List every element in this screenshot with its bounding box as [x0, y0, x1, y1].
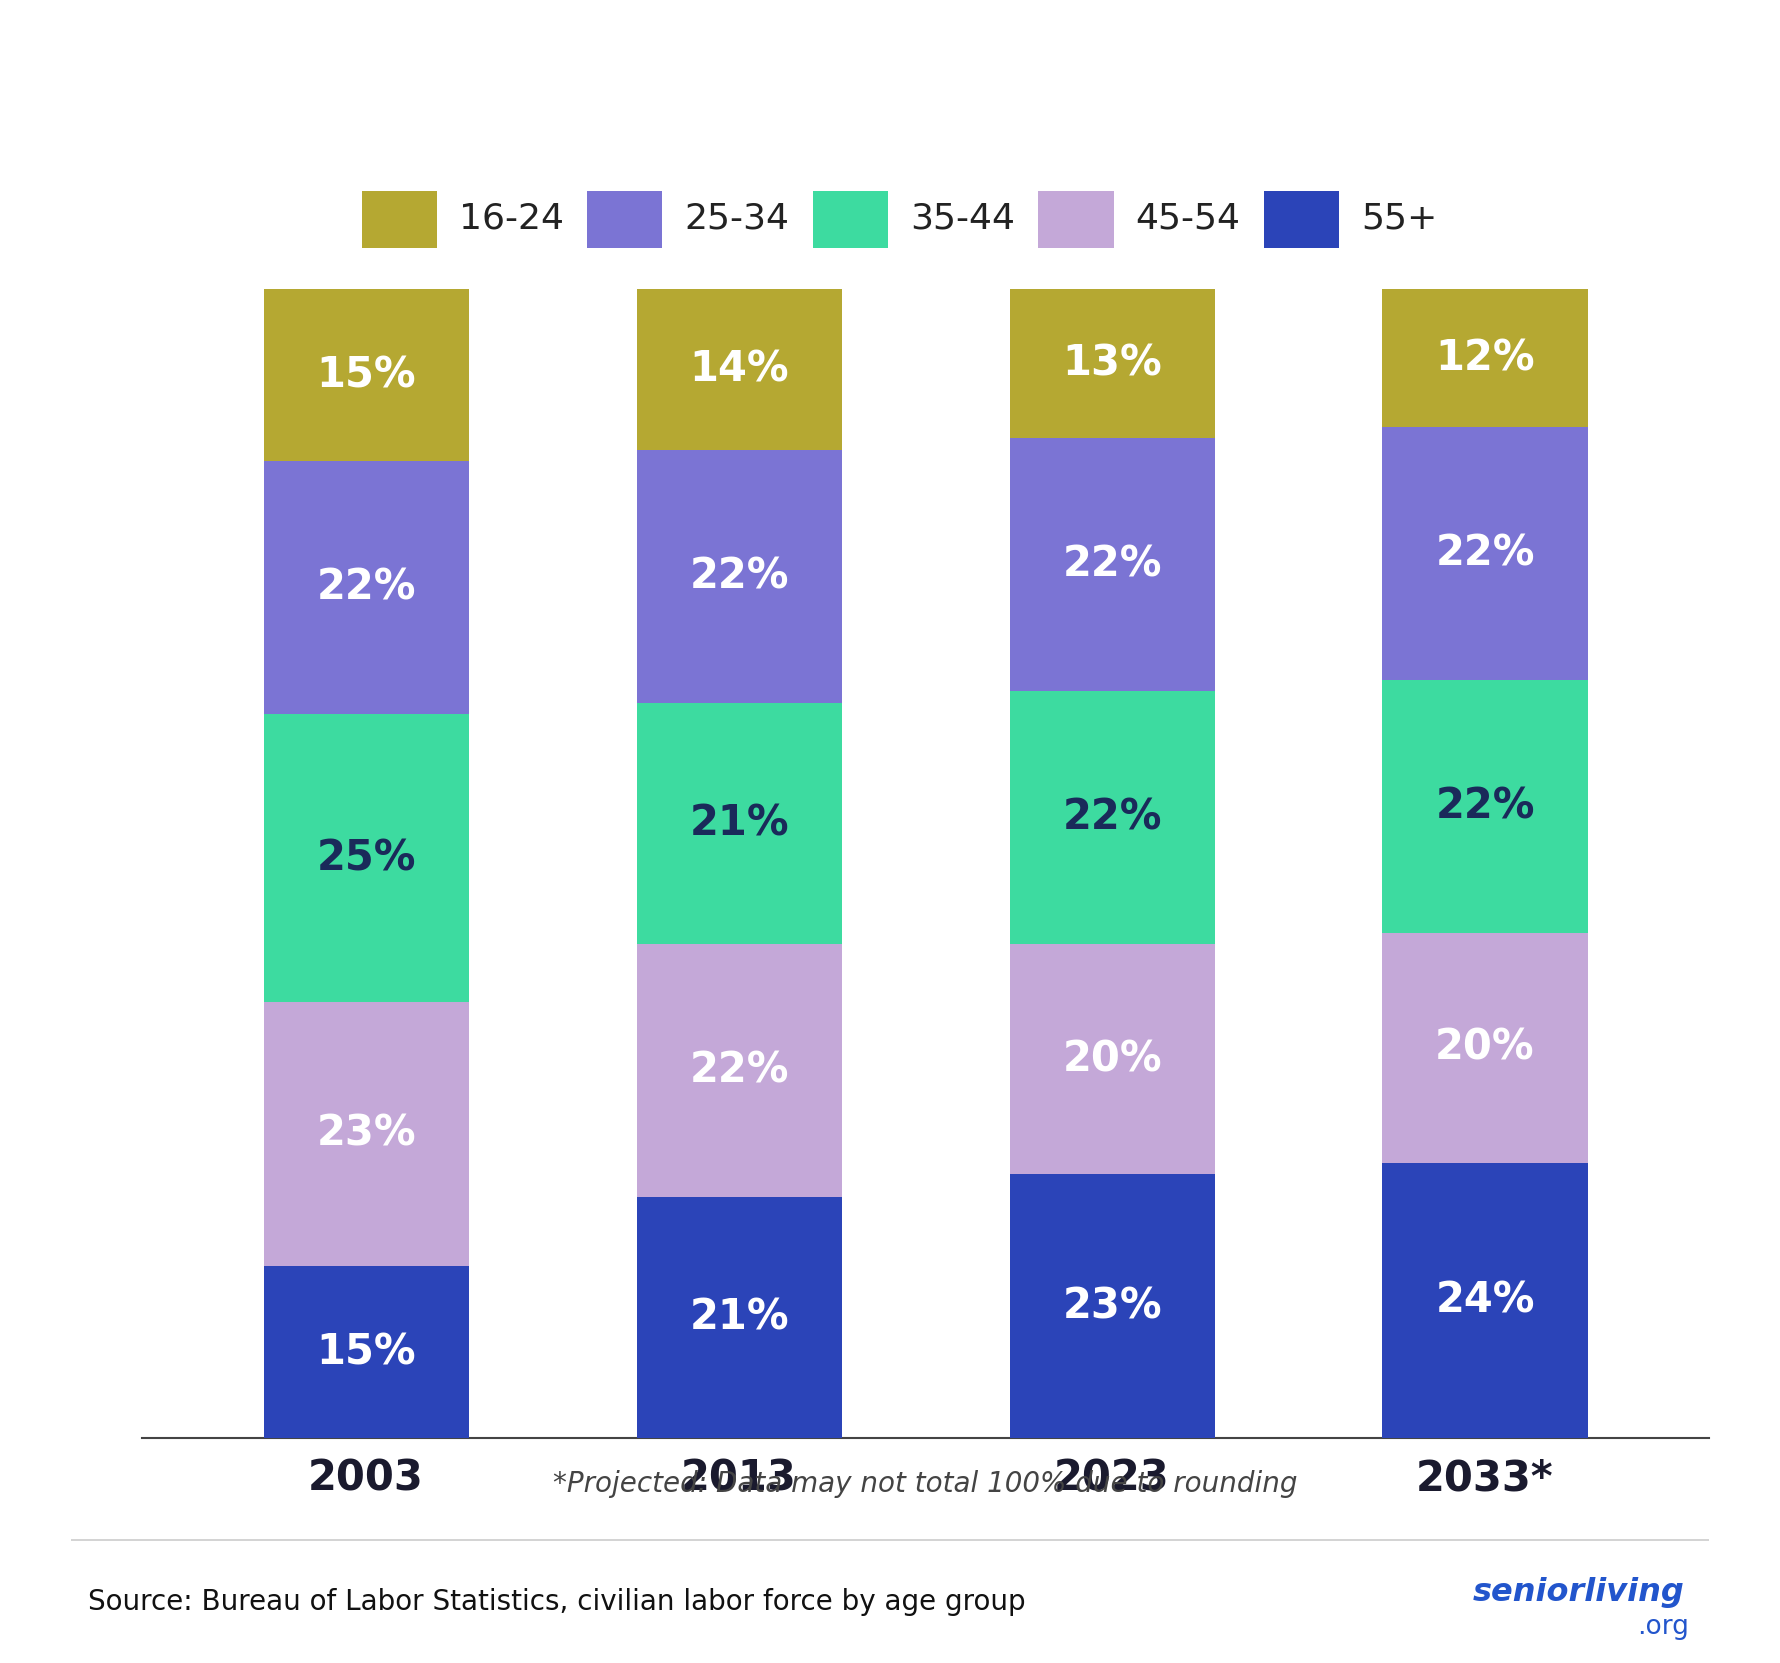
Text: 21%: 21% [689, 803, 789, 845]
Text: 23%: 23% [317, 1113, 417, 1154]
Text: 15%: 15% [317, 354, 417, 396]
Text: 22%: 22% [689, 555, 789, 597]
Bar [637, 703, 842, 945]
Text: 12%: 12% [1435, 338, 1534, 379]
Text: 22%: 22% [1063, 797, 1162, 838]
Text: 22%: 22% [689, 1049, 789, 1091]
Bar [587, 191, 662, 248]
Text: 45-54: 45-54 [1136, 201, 1241, 236]
Text: 20%: 20% [1435, 1026, 1534, 1069]
Bar [637, 289, 842, 451]
Text: Labor force share by age group: Labor force share by age group [397, 68, 1383, 123]
Bar [813, 191, 888, 248]
Bar [1009, 439, 1214, 692]
Text: Source: Bureau of Labor Statistics, civilian labor force by age group: Source: Bureau of Labor Statistics, civi… [87, 1588, 1025, 1616]
Text: 35-44: 35-44 [910, 201, 1015, 236]
Text: 22%: 22% [1435, 785, 1534, 827]
Bar [1264, 191, 1339, 248]
Bar [1383, 933, 1588, 1162]
Text: 22%: 22% [1063, 544, 1162, 585]
Text: 22%: 22% [1435, 532, 1534, 574]
Bar [361, 191, 436, 248]
Bar [637, 1197, 842, 1438]
Text: 25%: 25% [317, 836, 417, 880]
Bar [1383, 1162, 1588, 1438]
Text: *Projected: Data may not total 100% due to rounding: *Projected: Data may not total 100% due … [554, 1470, 1298, 1498]
Bar [263, 1001, 468, 1266]
Bar [637, 451, 842, 703]
Text: 16-24: 16-24 [459, 201, 564, 236]
Bar [1383, 289, 1588, 427]
Bar [1009, 692, 1214, 945]
Text: 20%: 20% [1063, 1038, 1162, 1081]
Text: 21%: 21% [689, 1297, 789, 1339]
Bar [1383, 427, 1588, 680]
Bar [1038, 191, 1114, 248]
Text: seniorliving: seniorliving [1472, 1577, 1684, 1608]
Text: 55+: 55+ [1362, 201, 1438, 236]
Text: 22%: 22% [317, 567, 417, 609]
Bar [637, 945, 842, 1197]
Bar [1009, 1174, 1214, 1438]
Bar [1383, 680, 1588, 933]
Bar [263, 289, 468, 461]
Bar [263, 1266, 468, 1438]
Text: 13%: 13% [1063, 343, 1162, 384]
Text: .org: .org [1638, 1615, 1689, 1640]
Text: 23%: 23% [1063, 1285, 1162, 1327]
Bar [263, 715, 468, 1001]
Bar [1009, 289, 1214, 439]
Text: 24%: 24% [1435, 1279, 1534, 1322]
Text: 25-34: 25-34 [684, 201, 789, 236]
Bar [1009, 945, 1214, 1174]
Bar [263, 461, 468, 715]
Text: 15%: 15% [317, 1332, 417, 1374]
Text: 14%: 14% [689, 349, 789, 391]
